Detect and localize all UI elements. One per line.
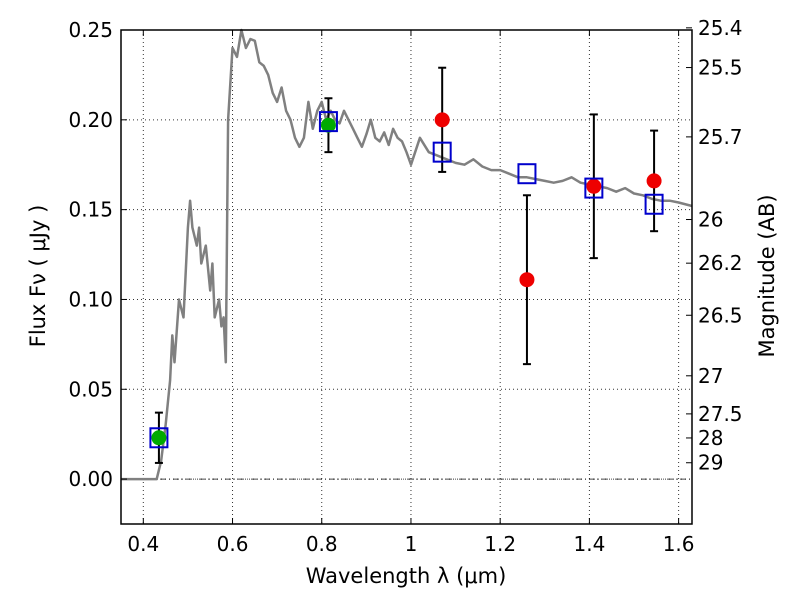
- red-point: [646, 173, 662, 189]
- model-square: [149, 427, 169, 449]
- y2-axis-label: Magnitude (AB): [755, 194, 779, 357]
- model-square: [517, 163, 537, 185]
- red-point: [586, 178, 602, 194]
- x-axis-label: Wavelength λ (μm): [306, 564, 507, 588]
- model-square: [644, 193, 664, 215]
- tick-layer: 0.4 0.6 0.8 1 1.2 1.4 1.6 0.00 0.05 0.10 0.15 0.20 0…: [68, 16, 742, 556]
- red-point: [434, 112, 450, 128]
- y2-tick-label: 26: [698, 208, 723, 232]
- y2-tick-label: 29: [698, 451, 723, 475]
- y-tick-label: 0.15: [68, 198, 113, 222]
- x-tick-label: 1.6: [663, 532, 695, 556]
- x-tick-label: 1.4: [573, 532, 605, 556]
- green-point: [320, 117, 336, 133]
- y2-tick-label: 26.5: [698, 303, 743, 327]
- y2-tick-label: 25.7: [698, 125, 743, 149]
- x-tick-label: 0.8: [306, 532, 338, 556]
- y2-tick-label: 25.4: [698, 16, 743, 40]
- y2-tick-label: 25.5: [698, 56, 743, 80]
- y-tick-label: 0.25: [68, 18, 113, 42]
- x-tick-label: 0.4: [127, 532, 159, 556]
- y2-tick-label: 26.2: [698, 251, 743, 275]
- green-point: [151, 430, 167, 446]
- red-point: [519, 272, 535, 288]
- y2-tick-label: 27.5: [698, 402, 743, 426]
- plot-frame: [120, 29, 693, 525]
- model-square: [584, 177, 604, 199]
- x-tick-label: 1.2: [484, 532, 516, 556]
- model-square: [432, 141, 452, 163]
- model-square: [318, 111, 338, 133]
- y2-tick-label: 27: [698, 364, 723, 388]
- y-tick-label: 0.10: [68, 287, 113, 311]
- plot-layer: [121, 28, 693, 481]
- y-tick-label: 0.20: [68, 108, 113, 132]
- y-axis-label: Flux Fν ( μJy ): [26, 205, 50, 348]
- y-tick-label: 0.00: [68, 467, 113, 491]
- x-tick-label: 1: [405, 532, 418, 556]
- x-tick-label: 0.6: [217, 532, 249, 556]
- y-tick-label: 0.05: [68, 377, 113, 401]
- y2-tick-label: 28: [698, 426, 723, 450]
